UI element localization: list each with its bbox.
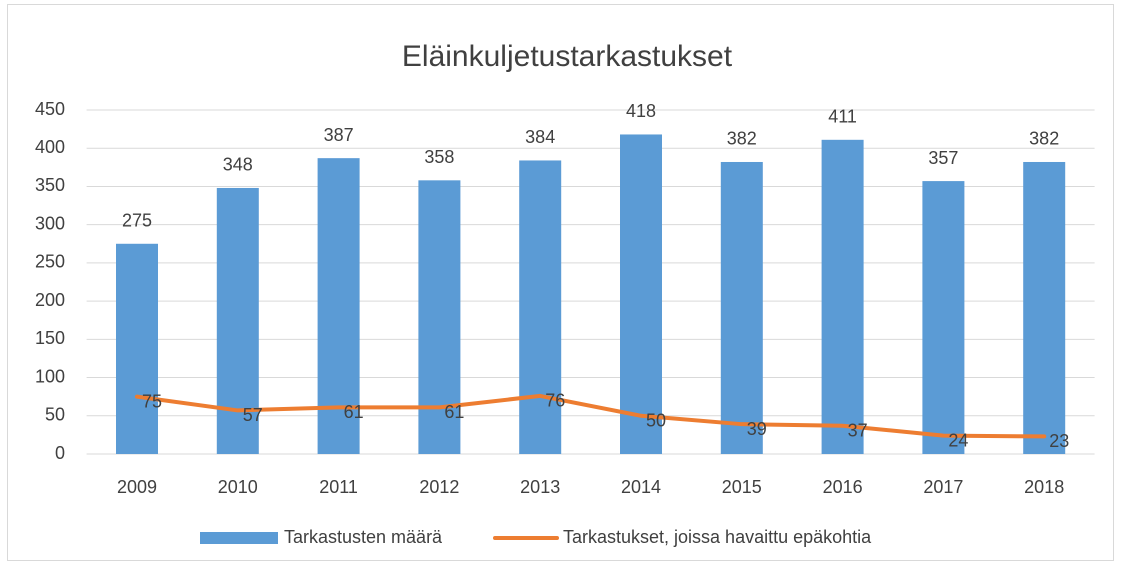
x-tick-label: 2016 — [823, 477, 863, 497]
data-label: 357 — [928, 148, 958, 168]
x-tick-label: 2010 — [218, 477, 258, 497]
bar — [519, 160, 562, 454]
data-label: 382 — [727, 129, 757, 149]
legend-label: Tarkastukset, joissa havaittu epäkohtia — [563, 527, 872, 547]
x-tick-label: 2012 — [419, 477, 459, 497]
bar — [116, 243, 158, 454]
data-label: 75 — [142, 391, 162, 411]
bar — [821, 139, 864, 454]
bar — [620, 134, 662, 454]
data-label: 37 — [848, 420, 868, 440]
y-tick-label: 0 — [55, 443, 65, 463]
x-tick-label: 2009 — [117, 477, 157, 497]
y-tick-label: 400 — [35, 137, 65, 157]
data-label: 76 — [545, 391, 565, 411]
data-label: 348 — [223, 155, 253, 175]
line — [135, 393, 1047, 439]
x-tick-label: 2015 — [722, 477, 762, 497]
data-label: 418 — [626, 101, 656, 121]
bar — [922, 181, 965, 455]
data-label: 384 — [525, 127, 555, 147]
data-label: 387 — [324, 125, 354, 145]
data-label: 24 — [948, 430, 968, 450]
y-tick-label: 100 — [35, 366, 65, 386]
y-tick-label: 300 — [35, 213, 65, 233]
y-tick-label: 200 — [35, 290, 65, 310]
bar — [720, 161, 763, 454]
x-tick-label: 2017 — [923, 477, 963, 497]
x-tick-label: 2018 — [1024, 477, 1064, 497]
x-tick-label: 2013 — [520, 477, 560, 497]
data-label: 39 — [747, 419, 767, 439]
y-tick-label: 250 — [35, 252, 65, 272]
bar — [317, 158, 360, 454]
data-label: 275 — [122, 211, 152, 231]
x-tick-label: 2014 — [621, 477, 661, 497]
data-label: 382 — [1029, 129, 1059, 149]
data-label: 61 — [444, 402, 464, 422]
y-tick-label: 50 — [45, 405, 65, 425]
bar — [1023, 161, 1066, 454]
data-label: 50 — [646, 411, 666, 431]
x-tick-label: 2011 — [319, 477, 358, 497]
data-label: 411 — [828, 107, 857, 127]
chart-title: Eläinkuljetustarkastukset — [402, 40, 733, 73]
data-label: 23 — [1049, 431, 1069, 451]
legend-swatch — [200, 532, 278, 544]
data-label: 57 — [243, 405, 263, 425]
y-tick-label: 450 — [35, 99, 65, 119]
y-tick-label: 350 — [35, 175, 65, 195]
y-tick-label: 150 — [35, 328, 65, 348]
legend-label: Tarkastusten määrä — [284, 527, 443, 547]
data-label: 61 — [344, 402, 364, 422]
data-label: 358 — [424, 147, 454, 167]
